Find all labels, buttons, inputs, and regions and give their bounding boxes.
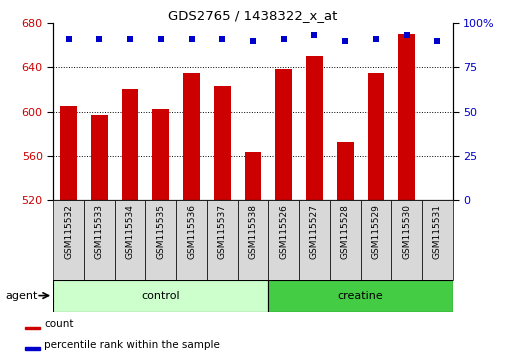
Point — [95, 36, 103, 42]
Text: GSM115536: GSM115536 — [187, 204, 195, 259]
Text: GSM115537: GSM115537 — [217, 204, 226, 259]
Text: GSM115528: GSM115528 — [340, 204, 349, 259]
Point — [218, 36, 226, 42]
Point — [340, 38, 348, 44]
Text: GSM115538: GSM115538 — [248, 204, 257, 259]
Text: control: control — [141, 291, 180, 301]
FancyBboxPatch shape — [145, 200, 176, 280]
Bar — [60, 106, 77, 200]
Point — [433, 38, 441, 44]
FancyBboxPatch shape — [268, 200, 298, 280]
Bar — [25, 327, 40, 329]
Bar — [367, 73, 384, 200]
Text: count: count — [44, 319, 73, 329]
FancyBboxPatch shape — [390, 200, 421, 280]
Bar — [183, 73, 199, 200]
Bar — [25, 347, 40, 350]
Point — [371, 36, 379, 42]
Point — [126, 36, 134, 42]
Text: GSM115530: GSM115530 — [401, 204, 411, 259]
Point — [279, 36, 287, 42]
Bar — [275, 69, 291, 200]
FancyBboxPatch shape — [115, 200, 145, 280]
Text: GDS2765 / 1438322_x_at: GDS2765 / 1438322_x_at — [168, 9, 337, 22]
Point — [64, 36, 72, 42]
FancyBboxPatch shape — [329, 200, 360, 280]
Text: GSM115534: GSM115534 — [125, 204, 134, 259]
Bar — [152, 109, 169, 200]
Text: percentile rank within the sample: percentile rank within the sample — [44, 339, 219, 350]
FancyBboxPatch shape — [298, 200, 329, 280]
Point — [402, 33, 410, 38]
Point — [187, 36, 195, 42]
FancyBboxPatch shape — [53, 200, 84, 280]
Bar — [121, 89, 138, 200]
FancyBboxPatch shape — [237, 200, 268, 280]
Bar — [306, 56, 322, 200]
FancyBboxPatch shape — [268, 280, 452, 312]
Text: GSM115532: GSM115532 — [64, 204, 73, 259]
FancyBboxPatch shape — [207, 200, 237, 280]
Point — [310, 33, 318, 38]
Text: GSM115533: GSM115533 — [94, 204, 104, 259]
Point — [157, 36, 165, 42]
Text: GSM115531: GSM115531 — [432, 204, 441, 259]
Bar — [244, 153, 261, 200]
FancyBboxPatch shape — [53, 280, 268, 312]
Point — [248, 38, 257, 44]
Text: GSM115526: GSM115526 — [279, 204, 288, 259]
Bar — [214, 86, 230, 200]
FancyBboxPatch shape — [360, 200, 390, 280]
Text: creatine: creatine — [337, 291, 383, 301]
FancyBboxPatch shape — [176, 200, 207, 280]
Text: GSM115535: GSM115535 — [156, 204, 165, 259]
Bar — [397, 34, 415, 200]
Bar — [90, 115, 108, 200]
Text: agent: agent — [5, 291, 37, 301]
Bar — [336, 142, 353, 200]
Text: GSM115529: GSM115529 — [371, 204, 380, 259]
Text: GSM115527: GSM115527 — [310, 204, 318, 259]
FancyBboxPatch shape — [421, 200, 452, 280]
FancyBboxPatch shape — [84, 200, 115, 280]
